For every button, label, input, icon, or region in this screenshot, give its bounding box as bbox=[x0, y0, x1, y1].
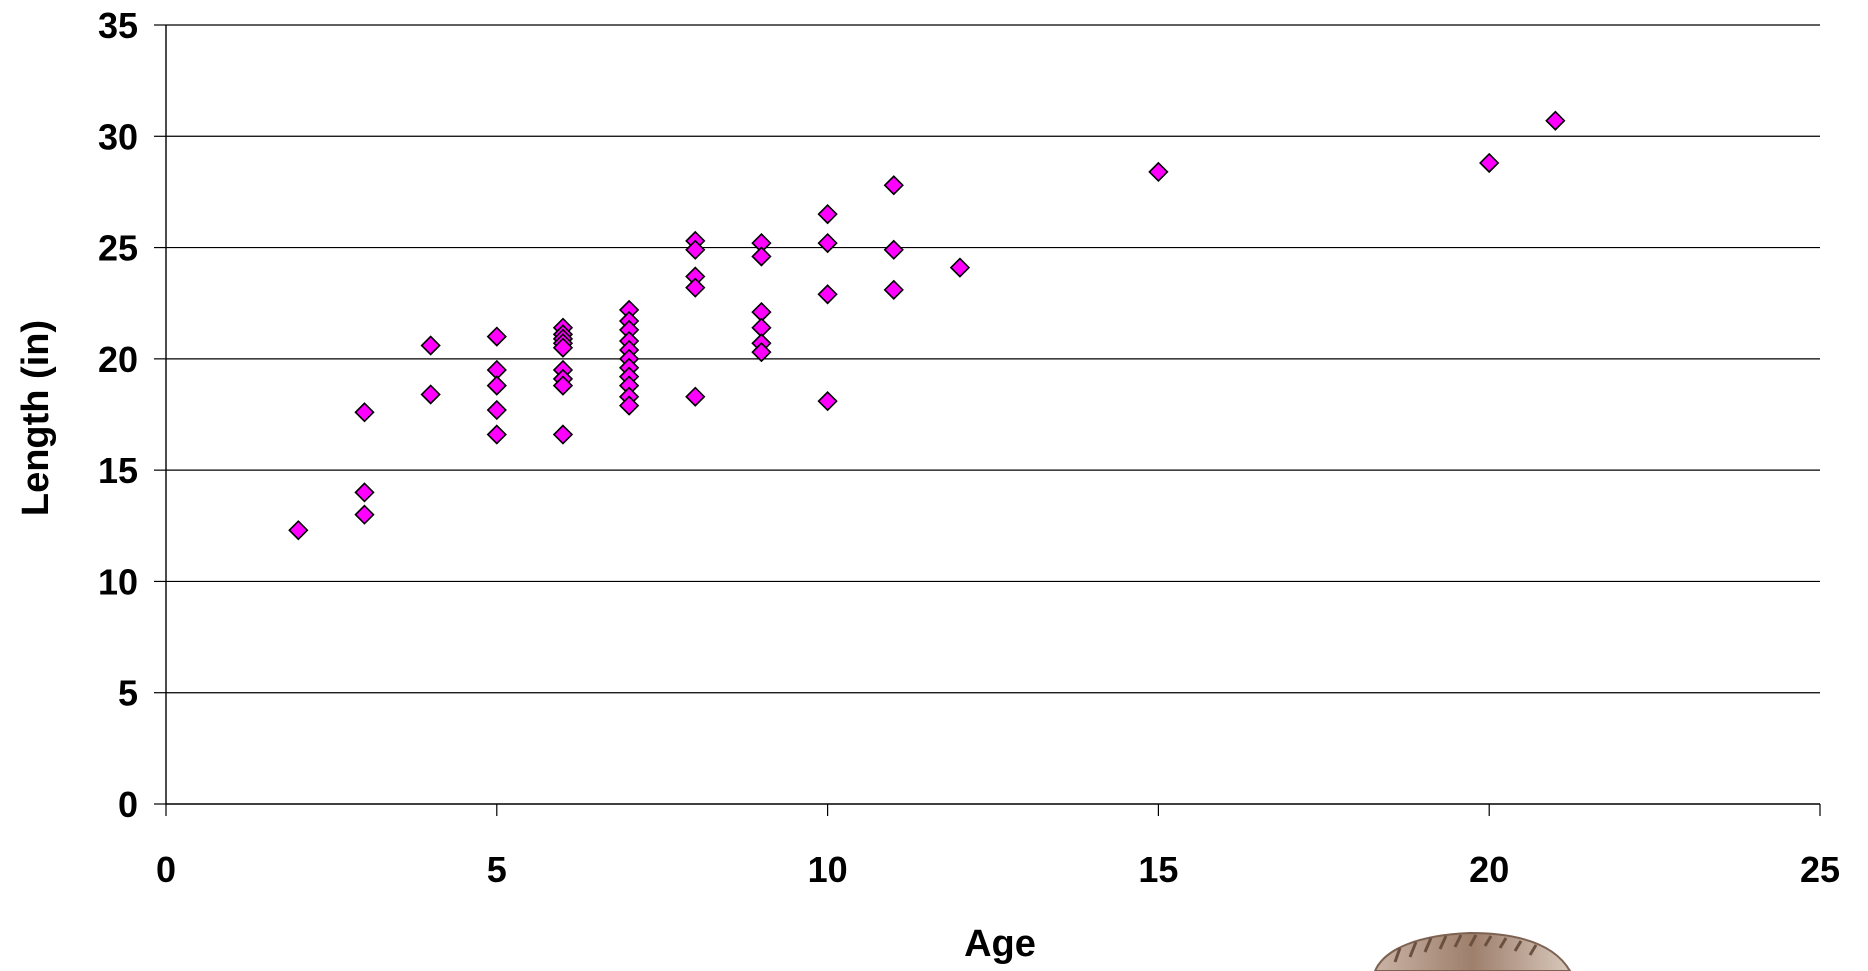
x-tick-labels: 0 5 10 15 20 25 bbox=[156, 849, 1840, 890]
data-point bbox=[354, 402, 375, 423]
data-point bbox=[949, 257, 971, 278]
data-point bbox=[420, 384, 441, 405]
data-point bbox=[817, 204, 838, 225]
data-point bbox=[883, 175, 904, 196]
data-point bbox=[618, 395, 640, 416]
data-points bbox=[288, 110, 1566, 541]
data-point bbox=[486, 399, 507, 421]
data-point bbox=[751, 342, 772, 363]
x-tick-label: 15 bbox=[1138, 849, 1178, 890]
data-point bbox=[1148, 161, 1169, 183]
y-tick-label: 35 bbox=[98, 5, 138, 46]
data-point bbox=[354, 504, 375, 525]
data-point bbox=[354, 482, 375, 503]
data-point bbox=[685, 239, 706, 260]
data-point bbox=[486, 326, 507, 347]
x-axis-title: Age bbox=[964, 923, 1036, 965]
x-tick-label: 25 bbox=[1800, 849, 1840, 890]
y-tick-label: 5 bbox=[118, 673, 138, 714]
data-point bbox=[751, 246, 772, 267]
data-point bbox=[552, 337, 574, 358]
x-tick-label: 5 bbox=[487, 849, 507, 890]
x-tick-label: 10 bbox=[808, 849, 848, 890]
data-point bbox=[552, 424, 574, 445]
y-tick-labels: 0 5 10 15 20 25 30 35 bbox=[98, 5, 138, 825]
data-point bbox=[817, 284, 838, 305]
data-point bbox=[685, 277, 706, 298]
x-tick-label: 20 bbox=[1469, 849, 1509, 890]
data-point bbox=[883, 239, 904, 260]
data-point bbox=[552, 375, 574, 396]
data-point bbox=[883, 279, 904, 300]
data-point bbox=[1479, 152, 1500, 174]
y-axis-title: Length (in) bbox=[15, 320, 57, 516]
data-point bbox=[420, 335, 441, 356]
data-point bbox=[486, 375, 507, 396]
y-tick-label: 20 bbox=[98, 339, 138, 380]
axes bbox=[154, 24, 1821, 816]
y-tick-label: 10 bbox=[98, 561, 138, 602]
data-point bbox=[685, 386, 706, 407]
data-point bbox=[288, 520, 309, 541]
y-tick-label: 30 bbox=[98, 116, 138, 157]
y-tick-label: 0 bbox=[118, 784, 138, 825]
fish-photo bbox=[1373, 931, 1572, 971]
y-tick-label: 25 bbox=[98, 228, 138, 269]
gridlines bbox=[166, 24, 1820, 694]
data-point bbox=[486, 424, 507, 445]
data-point bbox=[1545, 110, 1566, 131]
y-tick-label: 15 bbox=[98, 450, 138, 491]
data-point bbox=[817, 232, 838, 254]
data-point bbox=[817, 391, 838, 412]
x-tick-label: 0 bbox=[156, 849, 176, 890]
